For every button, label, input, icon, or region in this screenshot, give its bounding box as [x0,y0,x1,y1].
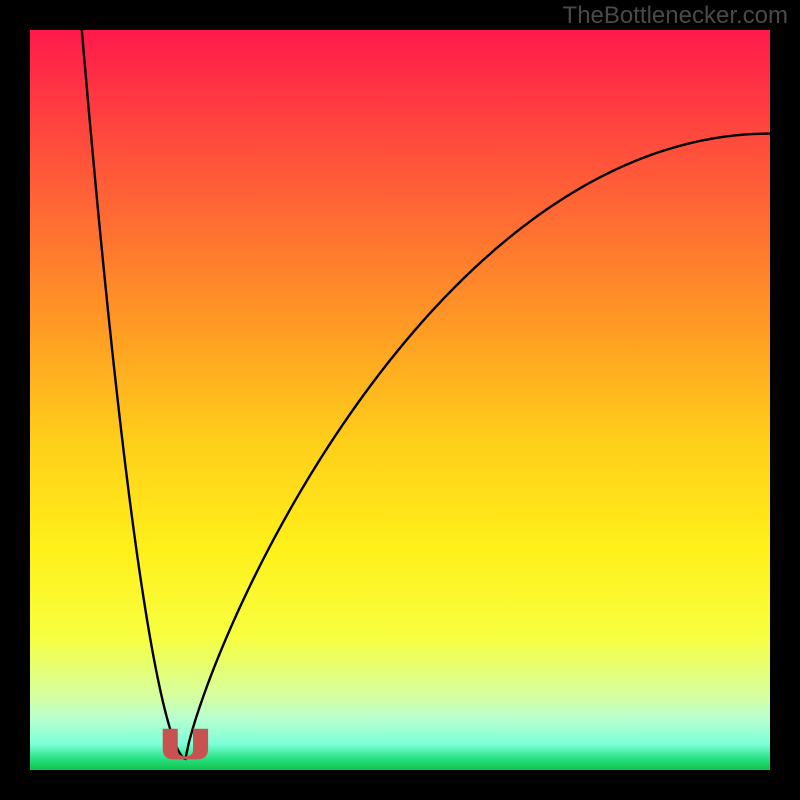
watermark-text: TheBottlenecker.com [563,2,788,30]
bottleneck-chart [0,0,800,800]
chart-container: TheBottlenecker.com [0,0,800,800]
plot-background [30,30,770,770]
